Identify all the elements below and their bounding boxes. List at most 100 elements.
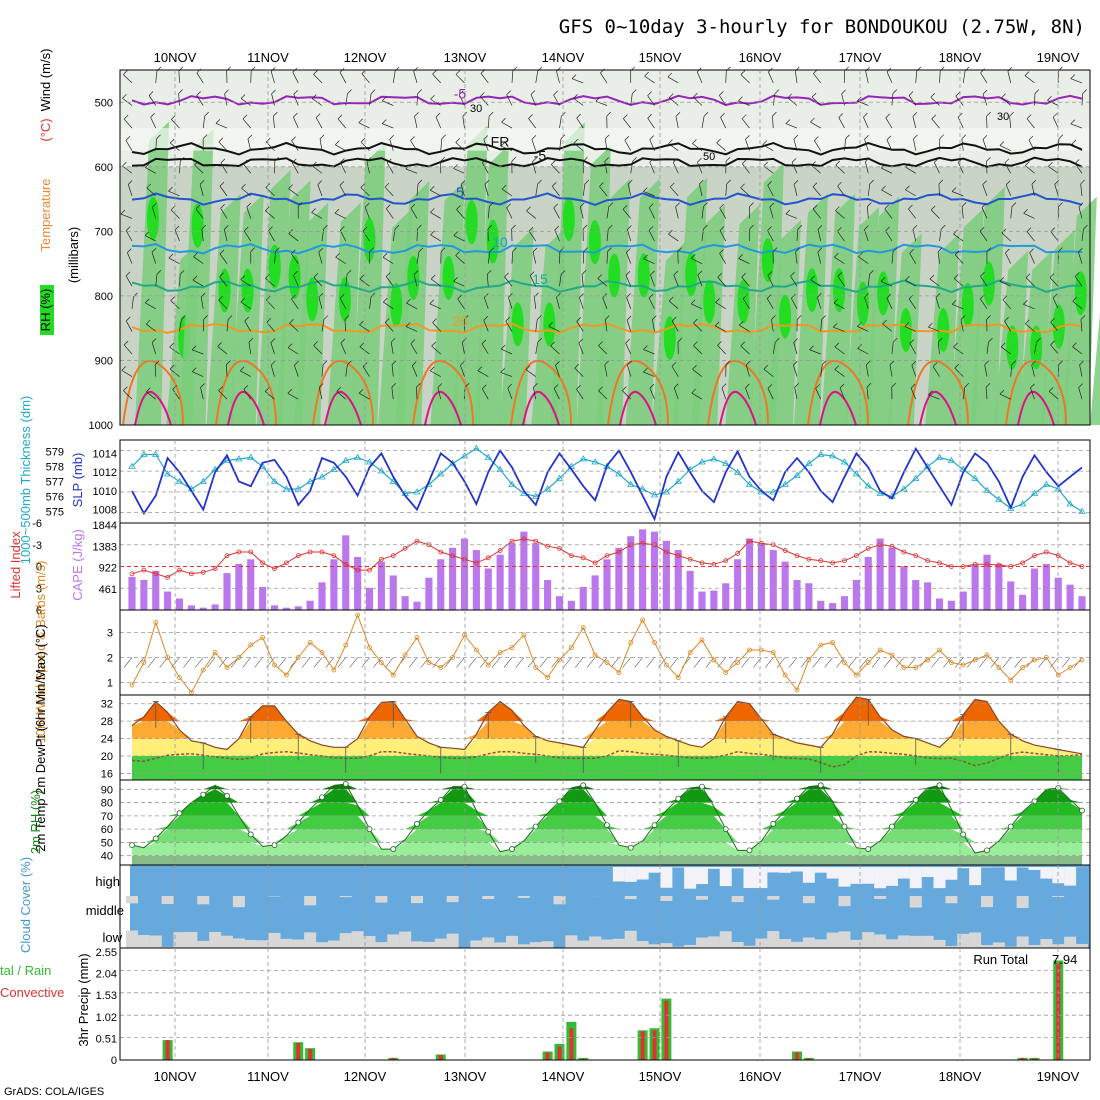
wind-barb-flag <box>1072 342 1077 347</box>
wind-barb <box>951 191 964 197</box>
wind-barb-flag <box>455 251 460 256</box>
wind-speed-point <box>1067 665 1073 670</box>
lifted-index-point <box>331 553 337 559</box>
mid-cloud-gap <box>731 896 744 903</box>
cloud-low-label: low <box>102 930 122 945</box>
temp-tick-label: 20 <box>101 751 113 763</box>
wind-barb-flag <box>703 224 708 230</box>
credit-label: GrADS: COLA/IGES <box>4 1086 104 1098</box>
wind-barb <box>483 139 489 151</box>
lifted-index-point <box>747 538 752 544</box>
wind-barb-flag <box>270 67 276 72</box>
rh-point <box>152 835 159 842</box>
cape-bar <box>270 605 279 610</box>
wind-barb-flag <box>224 225 229 230</box>
wind-barb <box>857 100 869 106</box>
wind-barb <box>506 207 513 219</box>
isotherm-25-dome <box>412 359 474 426</box>
wind-barb-flag <box>726 179 731 185</box>
low-cloud-gap <box>221 935 233 948</box>
wind-barb-flag <box>389 134 394 140</box>
wind-barb <box>811 96 821 106</box>
wind-barb <box>430 278 441 287</box>
axes-frames <box>119 69 1091 1061</box>
wind-barb <box>385 276 394 287</box>
lifted-index-point <box>212 566 218 572</box>
wind-barb-flag <box>548 322 553 327</box>
wind-barb <box>891 342 894 355</box>
precip-panel-frame <box>119 947 1091 1061</box>
cape-bar <box>888 547 896 610</box>
wind-barb <box>719 253 727 264</box>
wind-speed-point <box>616 670 622 675</box>
wind-barb <box>835 210 845 219</box>
wind-barb <box>886 139 893 151</box>
thickness-point <box>389 477 397 484</box>
high-cloud-gap <box>612 867 625 882</box>
wind-tick-label: 3 <box>107 628 113 640</box>
wind-barb <box>528 230 537 242</box>
wind-barb <box>288 233 299 242</box>
wind-speed-point <box>675 675 681 680</box>
wind-barb-flag <box>866 383 872 388</box>
low-cloud-gap <box>731 941 744 948</box>
wind-barb <box>813 73 822 84</box>
wind-barb-flag <box>239 366 245 372</box>
precip-tick-label: 1.02 <box>96 1012 117 1024</box>
wind-barb <box>313 74 323 84</box>
precip-conv-bar <box>557 1046 562 1060</box>
wind-barb <box>364 207 370 219</box>
wind-barb <box>986 161 988 174</box>
wind-barb-flag <box>243 159 248 165</box>
isotherm-25-dome <box>807 359 869 426</box>
wind-speed-point <box>521 632 527 638</box>
wind-barb-flag <box>821 360 827 365</box>
lifted-index-point <box>640 540 646 546</box>
cape-bar <box>460 538 469 610</box>
wind-barb-flag <box>955 91 960 97</box>
wind-barb <box>462 116 465 129</box>
wind-barb <box>813 140 822 151</box>
wind-speed-point <box>545 675 551 680</box>
wind-barb-flag <box>340 226 345 231</box>
wind-barb <box>599 186 608 197</box>
high-cloud-gap <box>648 867 661 873</box>
cape-bar <box>745 538 754 610</box>
wind-barb-flag <box>604 360 610 366</box>
wind-speed-point <box>438 665 444 670</box>
low-cloud-gap <box>316 942 328 948</box>
low-cloud-gap <box>826 932 839 948</box>
wind-barb-flag <box>390 337 396 343</box>
high-cloud-gap <box>933 867 946 889</box>
surface-wind-barb <box>1050 657 1059 668</box>
low-cloud-gap <box>612 938 625 948</box>
cape-bar <box>449 547 457 610</box>
wind-barb <box>369 296 372 309</box>
wind-speed-point <box>735 660 741 665</box>
low-cloud-gap <box>909 935 922 948</box>
wind-barb-flag <box>904 322 910 327</box>
wind-barb <box>456 209 465 219</box>
wind-barb <box>649 139 655 151</box>
wind-barb-flag <box>608 224 613 230</box>
wind-barb <box>767 230 774 242</box>
wind-barb <box>1007 71 1012 83</box>
wind-barb-flag <box>647 91 652 96</box>
wind-barb-flag <box>430 94 435 100</box>
thickness-point <box>460 452 469 459</box>
low-cloud-gap <box>636 941 649 948</box>
wind-barb-flag <box>506 90 511 96</box>
cape-bar <box>579 586 587 610</box>
wind-speed-point <box>355 612 361 618</box>
wind-barb-flag <box>869 179 874 185</box>
wind-barb-flag <box>703 202 708 207</box>
wind-barb-flag <box>573 138 579 144</box>
low-cloud-gap <box>232 938 245 948</box>
isotherm-30-dome <box>324 390 362 426</box>
wind-barb-flag <box>881 185 886 191</box>
wind-barb-flag <box>745 135 750 140</box>
wind-barb-flag <box>217 342 222 347</box>
wind-barb-flag <box>127 180 133 185</box>
wind-barb <box>123 390 133 400</box>
